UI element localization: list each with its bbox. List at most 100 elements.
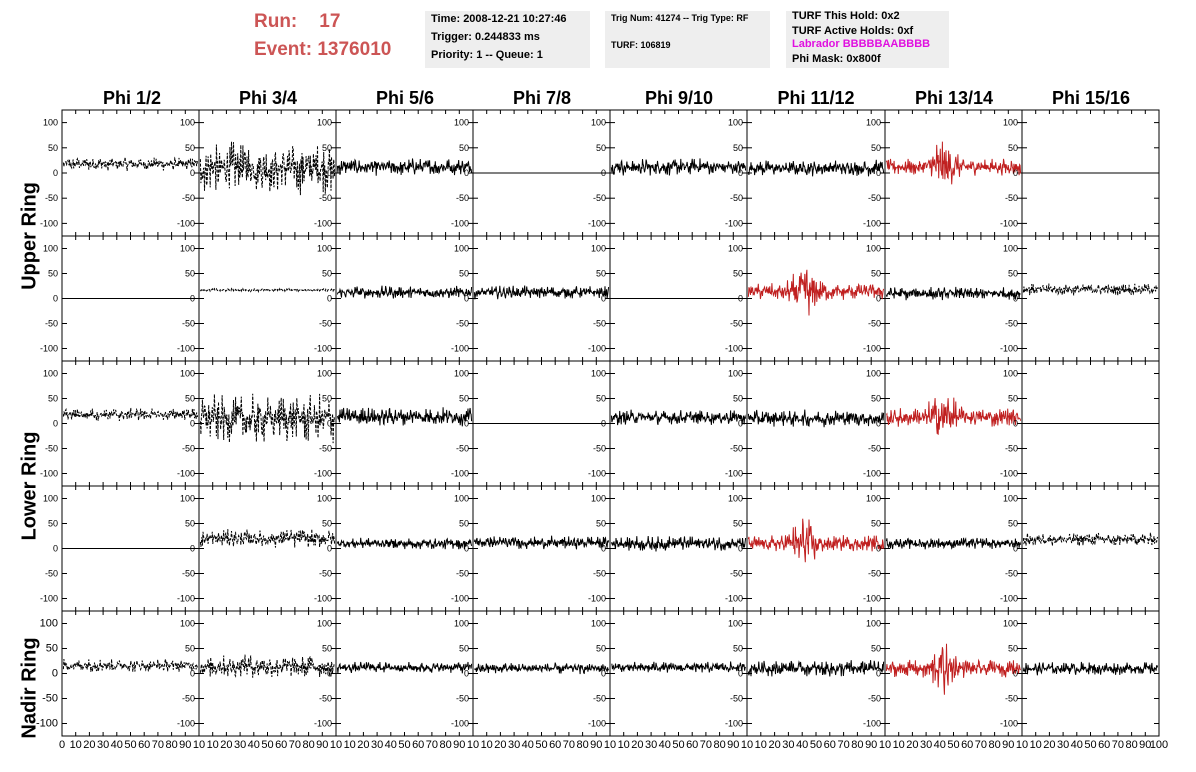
event-number: Event: 1376010 (254, 37, 391, 63)
y-tick-label: 100 (43, 118, 58, 128)
x-tick-label: 60 (275, 739, 287, 751)
panel-r1-c2-frame (198, 109, 337, 237)
panel-r5-c8-waveform (1022, 661, 1159, 676)
y-tick-label: 100 (866, 118, 881, 128)
y-tick-label: -100 (725, 719, 743, 729)
y-tick-label: 0 (190, 168, 195, 178)
panel-r5-c5-frame (609, 610, 748, 737)
panel-r4-c7-waveform (885, 537, 1022, 550)
y-tick-label: 100 (728, 369, 743, 379)
column-header-phi-3-4: Phi 3/4 (238, 88, 298, 108)
x-tick-label: 80 (851, 739, 863, 751)
y-tick-label: 50 (596, 644, 606, 654)
panel-r3-c2-frame (198, 360, 337, 487)
x-tick-label: 40 (796, 739, 808, 751)
panel-r1-c2-waveform (199, 141, 336, 196)
y-tick-label: 50 (459, 143, 469, 153)
y-tick-label: 0 (327, 669, 332, 679)
y-tick-label: 0 (464, 294, 469, 304)
y-tick-label: 100 (591, 619, 606, 629)
y-tick-label: 50 (459, 644, 469, 654)
x-tick-label: 20 (906, 739, 918, 751)
y-tick-label: 100 (591, 369, 606, 379)
y-tick-label: -50 (1005, 694, 1018, 704)
panel-r1-c6-frame (746, 109, 886, 237)
y-tick-label: -50 (593, 319, 606, 329)
y-tick-label: 0 (1013, 669, 1018, 679)
y-tick-label: -50 (319, 193, 332, 203)
x-tick-label: 50 (947, 739, 959, 751)
y-tick-label: 0 (738, 294, 743, 304)
panel-r4-c6-waveform (747, 518, 885, 563)
y-tick-label: 0 (876, 168, 881, 178)
y-tick-label: 0 (327, 544, 332, 554)
column-header-phi-1-2: Phi 1/2 (102, 88, 162, 108)
y-tick-label: -100 (863, 594, 881, 604)
y-tick-label: 0 (190, 669, 195, 679)
y-tick-label: 100 (728, 244, 743, 254)
y-tick-label: -100 (1000, 469, 1018, 479)
x-tick-label: 40 (522, 739, 534, 751)
column-header-phi-13-14: Phi 13/14 (914, 88, 994, 108)
x-tick-label: 50 (810, 739, 822, 751)
panel-r5-c6-waveform (747, 660, 885, 677)
turf-info-box: TURF This Hold: 0x2 TURF Active Holds: 0… (786, 10, 949, 68)
panel-r4-c7-frame (884, 485, 1023, 612)
y-tick-label: 50 (733, 519, 743, 529)
y-tick-label: 0 (190, 294, 195, 304)
y-tick-label: -100 (1000, 344, 1018, 354)
y-tick-label: -100 (725, 218, 743, 228)
panel-r3-c5-frame (609, 360, 748, 487)
y-tick-label: 50 (1008, 269, 1018, 279)
panel-r2-c3-waveform (336, 285, 473, 299)
panel-r2-c6-waveform (747, 269, 885, 316)
x-tick-label: 10 (618, 739, 630, 751)
x-tick-label: 10 (70, 739, 82, 751)
panel-r3-c6-waveform (747, 409, 885, 428)
y-tick-label: 0 (190, 544, 195, 554)
y-tick-label: -50 (730, 319, 743, 329)
x-tick-label: 10 (481, 739, 493, 751)
panel-r2-c7-waveform (885, 286, 1021, 301)
y-tick-label: 0 (738, 669, 743, 679)
y-tick-label: -100 (40, 594, 58, 604)
x-tick-label: 50 (261, 739, 273, 751)
y-tick-label: 50 (48, 143, 58, 153)
y-tick-label: 50 (596, 269, 606, 279)
x-tick-label: 70 (563, 739, 575, 751)
x-tick-label: 10 (741, 739, 753, 751)
y-tick-label: -100 (40, 469, 58, 479)
y-tick-label: 50 (871, 269, 881, 279)
x-tick-label: 30 (234, 739, 246, 751)
x-tick-label: 10 (893, 739, 905, 751)
y-tick-label: -100 (40, 218, 58, 228)
y-tick-label: 100 (180, 244, 195, 254)
y-tick-label: 100 (43, 244, 58, 254)
y-tick-label: -50 (730, 569, 743, 579)
y-tick-label: 0 (738, 168, 743, 178)
y-tick-label: -100 (588, 218, 606, 228)
x-tick-label: 100 (1150, 739, 1168, 751)
panel-r2-c2-waveform (199, 287, 336, 294)
y-tick-label: -100 (314, 469, 332, 479)
x-tick-label: 10 (604, 739, 616, 751)
time-info-box: Time: 2008-12-21 10:27:46 Trigger: 0.244… (425, 11, 590, 68)
panel-r5-c2-waveform (199, 654, 336, 678)
y-tick-label: -50 (868, 569, 881, 579)
y-tick-label: -50 (593, 444, 606, 454)
y-tick-label: -100 (863, 218, 881, 228)
y-tick-label: -50 (319, 319, 332, 329)
x-tick-label: 40 (385, 739, 397, 751)
y-tick-label: 100 (1003, 619, 1018, 629)
x-tick-label: 10 (467, 739, 479, 751)
y-tick-label: 50 (596, 519, 606, 529)
y-tick-label: 0 (876, 669, 881, 679)
x-tick-label: 10 (879, 739, 891, 751)
column-header-phi-9-10: Phi 9/10 (644, 88, 714, 108)
x-tick-label: 60 (961, 739, 973, 751)
y-tick-label: 100 (180, 494, 195, 504)
y-tick-label: 0 (53, 419, 58, 429)
panel-r2-c2-frame (198, 235, 337, 362)
y-tick-label: -100 (451, 344, 469, 354)
